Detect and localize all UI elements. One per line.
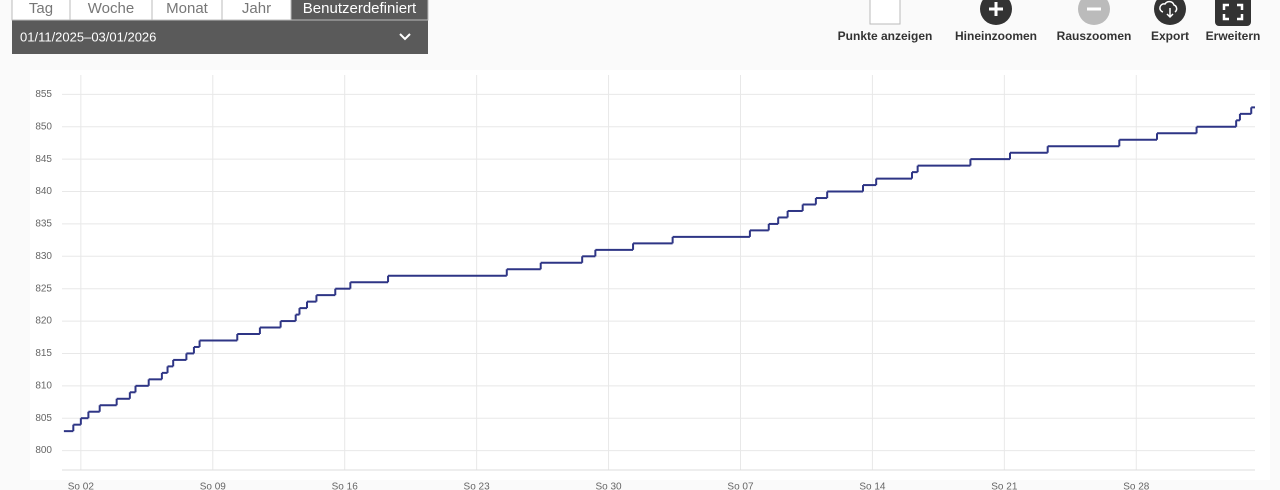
zoom-out-icon[interactable] bbox=[1078, 0, 1110, 25]
tab-label: Benutzerdefiniert bbox=[303, 0, 417, 17]
y-tick-label: 840 bbox=[35, 186, 52, 197]
toolbar-label[interactable]: Erweitern bbox=[1206, 29, 1261, 43]
checkbox[interactable] bbox=[869, 0, 901, 25]
x-tick-label: So 21 bbox=[991, 482, 1018, 490]
x-tick-label: So 14 bbox=[859, 482, 886, 490]
x-tick-label: So 02 bbox=[68, 482, 95, 490]
y-tick-label: 820 bbox=[35, 316, 52, 327]
y-tick-label: 805 bbox=[35, 413, 52, 424]
y-tick-label: 830 bbox=[35, 251, 52, 262]
chart-panel bbox=[30, 70, 1270, 480]
y-tick-label: 850 bbox=[35, 121, 52, 132]
y-tick-label: 855 bbox=[35, 89, 52, 100]
x-tick-label: So 16 bbox=[332, 482, 359, 490]
toolbar-label[interactable]: Rauszoomen bbox=[1057, 29, 1132, 43]
toolbar-label[interactable]: Punkte anzeigen bbox=[838, 29, 933, 43]
expand-icon[interactable] bbox=[1215, 0, 1251, 26]
expand-arrows bbox=[1222, 3, 1244, 21]
x-tick-label: So 30 bbox=[595, 482, 622, 490]
tab-label: Tag bbox=[29, 0, 53, 17]
x-tick-label: So 23 bbox=[464, 482, 491, 490]
x-tick-label: So 07 bbox=[727, 482, 754, 490]
cloud bbox=[1159, 0, 1178, 19]
tab-label: Woche bbox=[88, 0, 134, 17]
y-tick-label: 845 bbox=[35, 154, 52, 165]
x-tick-label: So 28 bbox=[1123, 482, 1150, 490]
tab-label: Jahr bbox=[242, 0, 271, 17]
toolbar-label[interactable]: Export bbox=[1151, 29, 1189, 43]
date-range-text: 01/11/2025–03/01/2026 bbox=[20, 29, 156, 44]
x-tick-label: So 09 bbox=[200, 482, 227, 490]
tab-label: Monat bbox=[166, 0, 209, 17]
plus bbox=[989, 2, 1003, 16]
date-range-dropdown[interactable] bbox=[12, 20, 428, 54]
tab[interactable] bbox=[290, 0, 429, 21]
y-tick-label: 825 bbox=[35, 283, 52, 294]
dropdown-arrow bbox=[399, 33, 411, 41]
y-tick-label: 815 bbox=[35, 348, 52, 359]
y-tick-label: 835 bbox=[35, 219, 52, 230]
y-tick-label: 810 bbox=[35, 380, 52, 391]
y-tick-label: 800 bbox=[35, 445, 52, 456]
toolbar-label[interactable]: Hineinzoomen bbox=[955, 29, 1037, 43]
